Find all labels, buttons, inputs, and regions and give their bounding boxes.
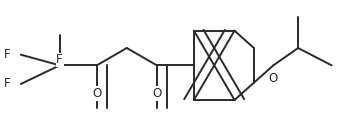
- Text: F: F: [56, 53, 63, 66]
- Text: O: O: [152, 87, 161, 100]
- Text: F: F: [4, 78, 10, 90]
- Text: O: O: [92, 87, 101, 100]
- Text: O: O: [269, 72, 278, 85]
- Text: F: F: [4, 48, 10, 61]
